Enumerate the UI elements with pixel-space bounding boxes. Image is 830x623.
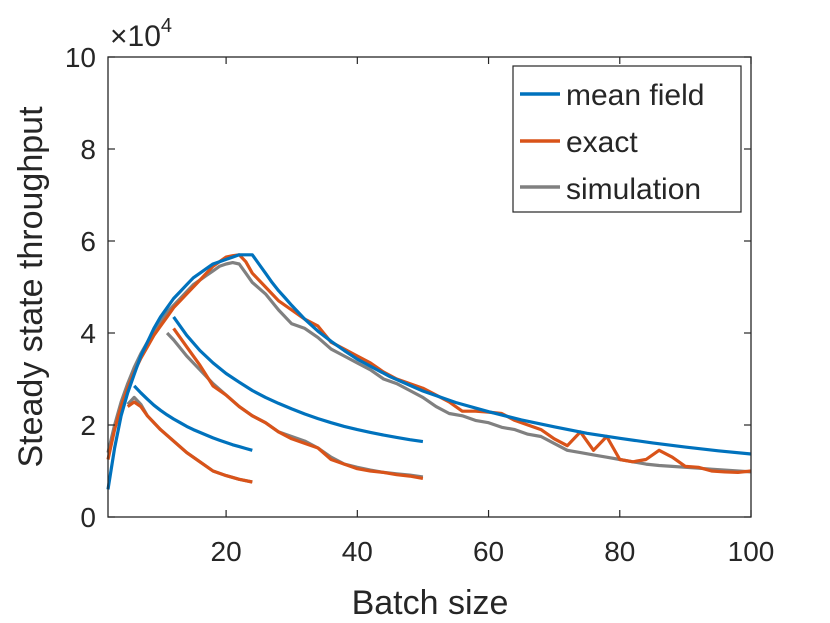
ticks-layer: 20 40 60 80 100 0 2 4 6 8 10	[65, 42, 775, 567]
legend-label-mean-field: mean field	[566, 79, 704, 112]
series-line-mean-field-b-24	[133, 384, 253, 452]
legend-label-exact: exact	[566, 126, 638, 159]
series-line-exact	[106, 253, 752, 474]
x-tick-label: 100	[728, 536, 775, 567]
y-tick-label: 8	[80, 134, 96, 165]
legend: mean field exact simulation	[512, 65, 742, 213]
y-tick-label: 0	[80, 502, 96, 533]
y-exponent-power: 4	[161, 15, 172, 37]
x-tick-label: 60	[473, 536, 504, 567]
plot-frame	[107, 56, 752, 518]
series-line-exact-b-50	[172, 327, 424, 480]
x-axis-label: Batch size	[352, 584, 509, 622]
y-tick-label: 6	[80, 226, 96, 257]
x-tick-label: 80	[604, 536, 635, 567]
x-tick-label: 40	[342, 536, 373, 567]
x-tick-label: 20	[211, 536, 242, 567]
y-exponent-label: ×104	[110, 15, 172, 53]
series-layer	[106, 253, 752, 490]
series-line-mean-field-b-50	[172, 315, 424, 444]
y-axis-label: Steady state throughput	[12, 106, 50, 468]
y-tick-label: 4	[80, 318, 96, 349]
y-tick-label: 10	[65, 42, 96, 73]
series-line-mean-field	[106, 253, 752, 490]
y-tick-label: 2	[80, 410, 96, 441]
series-line-exact-b-24	[126, 400, 253, 484]
y-exponent-base: ×10	[110, 20, 161, 53]
legend-label-simulation: simulation	[566, 173, 701, 206]
